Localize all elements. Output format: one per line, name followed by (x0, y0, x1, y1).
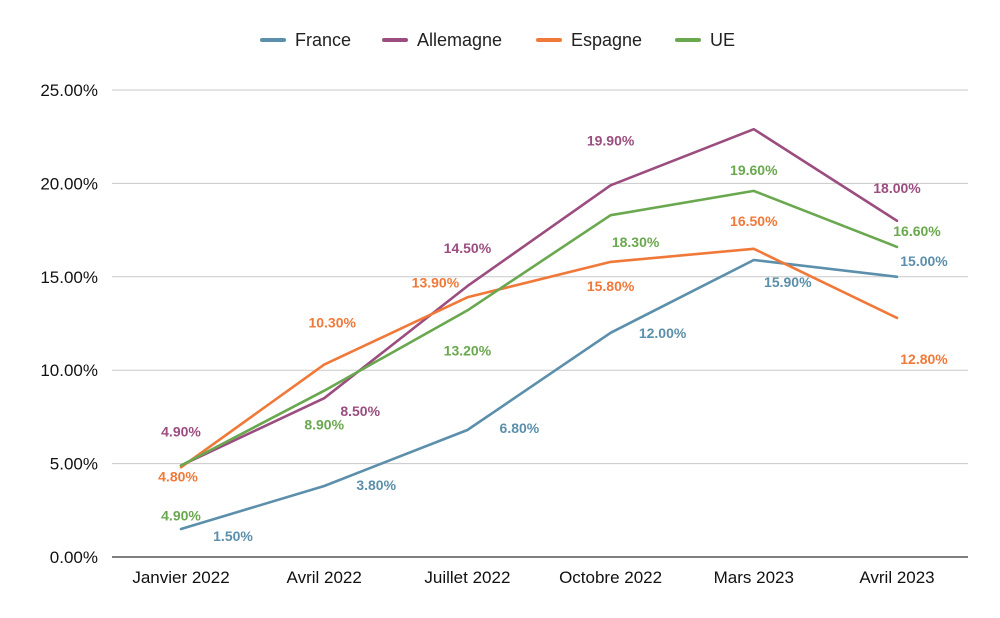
data-label-france: 15.90% (764, 274, 812, 290)
legend-label: UE (710, 30, 735, 50)
data-label-espagne: 13.90% (412, 274, 460, 290)
data-label-espagne: 10.30% (308, 315, 356, 331)
x-tick-label: Avril 2022 (287, 568, 362, 587)
data-labels: 1.50% 3.80% 6.80% 12.00% 15.90% 15.00% 4.90% 8.… (158, 132, 948, 544)
series-line-allemagne (179, 127, 899, 467)
x-tick-label: Juillet 2022 (424, 568, 510, 587)
series-line-ue (179, 189, 899, 467)
data-label-allemagne: 4.90% (161, 423, 201, 439)
data-label-ue: 4.90% (161, 507, 201, 523)
x-tick-label: Octobre 2022 (559, 568, 662, 587)
series-lines (179, 127, 899, 531)
y-tick-label: 0.00% (50, 548, 98, 567)
data-label-espagne: 12.80% (900, 351, 948, 367)
y-tick-label: 15.00% (40, 268, 98, 287)
legend-label: Espagne (571, 30, 642, 50)
data-label-france: 15.00% (900, 253, 948, 269)
series-line-france (179, 258, 899, 531)
grid (112, 89, 968, 558)
data-label-espagne: 4.80% (158, 468, 198, 484)
data-label-france: 6.80% (500, 420, 540, 436)
data-label-allemagne: 8.50% (340, 403, 380, 419)
data-label-ue: 19.60% (730, 162, 778, 178)
legend-item-ue: UE (675, 30, 735, 50)
y-tick-label: 5.00% (50, 455, 98, 474)
data-label-ue: 8.90% (304, 417, 344, 433)
data-label-ue: 13.20% (444, 342, 492, 358)
y-axis: 0.00% 5.00% 10.00% 15.00% 20.00% 25.00% (40, 81, 98, 567)
x-tick-label: Janvier 2022 (132, 568, 229, 587)
data-label-allemagne: 14.50% (444, 240, 492, 256)
data-label-france: 3.80% (356, 477, 396, 493)
y-tick-label: 10.00% (40, 361, 98, 380)
legend-item-espagne: Espagne (536, 30, 642, 50)
series-line-espagne (179, 247, 899, 469)
x-tick-label: Mars 2023 (714, 568, 794, 587)
data-label-allemagne: 18.00% (873, 180, 921, 196)
x-tick-label: Avril 2023 (859, 568, 934, 587)
y-tick-label: 20.00% (40, 174, 98, 193)
data-label-france: 1.50% (213, 528, 253, 544)
data-label-espagne: 15.80% (587, 278, 635, 294)
data-label-espagne: 16.50% (730, 213, 778, 229)
y-tick-label: 25.00% (40, 81, 98, 100)
data-label-france: 12.00% (639, 325, 687, 341)
x-axis: Janvier 2022 Avril 2022 Juillet 2022 Octobr… (132, 568, 934, 587)
data-label-ue: 16.60% (893, 223, 941, 239)
data-label-ue: 18.30% (612, 234, 660, 250)
legend-label: France (295, 30, 351, 50)
data-label-allemagne: 19.90% (587, 132, 635, 148)
legend-item-allemagne: Allemagne (382, 30, 502, 50)
legend: France Allemagne Espagne UE (260, 30, 735, 50)
legend-label: Allemagne (417, 30, 502, 50)
legend-item-france: France (260, 30, 351, 50)
